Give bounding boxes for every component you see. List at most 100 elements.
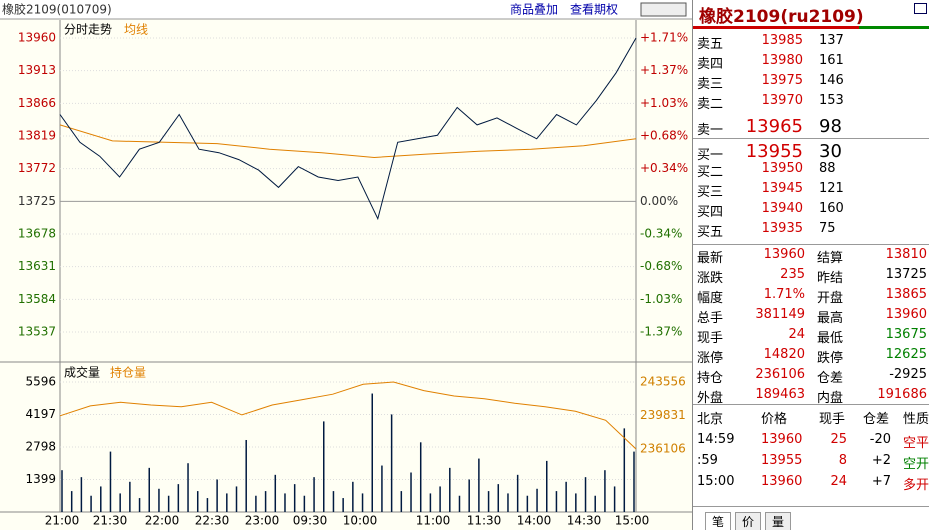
x-tick-label: 09:30 <box>293 514 328 528</box>
avg-label: 均线 <box>124 23 148 37</box>
quote-text[interactable]: 笔 <box>705 512 732 530</box>
quote-text: 涨停 <box>697 351 724 366</box>
chart-bg <box>0 0 692 530</box>
quote-text: 8 <box>838 453 847 468</box>
quote-text: 146 <box>819 73 844 88</box>
y-tick-label: 1399 <box>25 472 56 486</box>
pct-label: +1.37% <box>640 63 688 77</box>
quote-text: 1.71% <box>763 287 805 302</box>
y-tick-label: 13537 <box>18 325 56 339</box>
pct-label: +0.68% <box>640 129 688 143</box>
quote-text: 13960 <box>761 474 803 489</box>
quote-text: 最高 <box>817 311 844 326</box>
pct-label: -0.68% <box>640 259 682 273</box>
quote-text: +2 <box>871 453 891 468</box>
quote-text: 13955 <box>761 453 803 468</box>
price-line <box>59 37 637 221</box>
quote-text: 结算 <box>817 251 844 266</box>
y-tick-label: 13819 <box>18 129 56 143</box>
price-label: 分时走势 <box>64 23 112 37</box>
volume-label: 成交量 <box>64 365 100 380</box>
x-tick-label: 15:00 <box>615 514 650 528</box>
quote-text: 买三 <box>697 185 724 200</box>
quote-text: 买四 <box>697 205 724 220</box>
quote-text: 15:00 <box>697 474 735 489</box>
quote-text: 13810 <box>885 247 927 262</box>
pct-label: +1.03% <box>640 96 688 110</box>
separator <box>693 404 929 405</box>
quote-text: 最新 <box>697 251 724 266</box>
quote-text: 价格 <box>761 412 788 427</box>
y-tick-label: 13866 <box>18 96 56 110</box>
quote-text: 13960 <box>761 432 803 447</box>
quote-text: 仓差 <box>863 412 890 427</box>
quote-text: 12625 <box>885 347 927 362</box>
separator <box>693 506 929 507</box>
quote-text: 跌停 <box>817 351 844 366</box>
quote-text: 13970 <box>761 93 803 108</box>
toolbar <box>0 0 692 19</box>
quote-text: 买五 <box>697 225 724 240</box>
quote-text: 381149 <box>755 307 805 322</box>
quote-text: 买一 <box>697 148 724 163</box>
y2-tick-label: 236106 <box>640 442 686 456</box>
quote-text: 开盘 <box>817 291 844 306</box>
quote-text: 卖四 <box>697 57 724 72</box>
quote-text: 30 <box>819 141 842 162</box>
quote-text: 160 <box>819 201 844 216</box>
oi-line <box>59 381 637 450</box>
quote-text: 14:59 <box>697 432 735 447</box>
x-tick-label: 23:00 <box>245 514 280 528</box>
x-tick-label: 21:30 <box>93 514 128 528</box>
quote-text: 13980 <box>761 53 803 68</box>
toolbar-button[interactable]: 查看期权 <box>570 3 618 17</box>
quote-text: 空开 <box>903 457 929 472</box>
y-tick-label: 13772 <box>18 161 56 175</box>
quote-text: 13975 <box>761 73 803 88</box>
avg-line <box>59 124 637 159</box>
quote-text: 137 <box>819 33 844 48</box>
pct-label: 0.00% <box>640 194 678 208</box>
bar <box>693 26 929 29</box>
pct-label: -1.03% <box>640 292 682 306</box>
quote-text: 191686 <box>877 387 927 402</box>
quote-text: 仓差 <box>817 371 844 386</box>
quote-text: 13950 <box>761 161 803 176</box>
quote-text: 现手 <box>697 331 724 346</box>
quote-text: 性质 <box>903 412 929 427</box>
quote-text: 236106 <box>755 367 805 382</box>
quote-text: 持仓 <box>697 371 724 386</box>
x-tick-label: 21:00 <box>45 514 80 528</box>
oi-label: 持仓量 <box>110 365 146 380</box>
quote-text: 昨结 <box>817 271 844 286</box>
quote-text: 卖二 <box>697 97 724 112</box>
quote-text: 13985 <box>761 33 803 48</box>
quote-text: 外盘 <box>697 391 724 406</box>
pct-label: -0.34% <box>640 227 682 241</box>
toolbar-button[interactable]: 商品叠加 <box>510 2 558 17</box>
quote-text[interactable]: 价 <box>735 512 762 530</box>
y-tick-label: 4197 <box>25 407 56 421</box>
quote-text: 189463 <box>755 387 805 402</box>
y-tick-label: 13913 <box>18 63 56 77</box>
quote-panel: 橡胶2109(ru2109) 卖五 13985 137 卖四 13980 161 卖三 139… <box>692 0 929 530</box>
y-tick-label: 5596 <box>25 375 56 389</box>
quote-text: 卖一 <box>697 123 724 138</box>
pct-label: +0.34% <box>640 161 688 175</box>
x-tick-label: 11:00 <box>416 514 451 528</box>
quote-text: :59 <box>697 453 718 468</box>
chart-panel: 橡胶2109(010709) 商品叠加 查看期权 分时走势 均线 成交量 持仓量… <box>0 0 692 530</box>
nav-buttons[interactable] <box>640 2 687 17</box>
quote-text: 13725 <box>885 267 927 282</box>
quote-text: 13960 <box>763 247 805 262</box>
x-tick-label: 10:00 <box>343 514 378 528</box>
quote-text: 13675 <box>885 327 927 342</box>
y-tick-label: 13631 <box>18 259 56 273</box>
separator <box>693 138 929 139</box>
pct-label: -1.37% <box>640 325 682 339</box>
quote-text: 24 <box>830 474 847 489</box>
quote-text: 75 <box>819 221 836 236</box>
panel-button[interactable] <box>914 3 927 14</box>
quote-text[interactable]: 量 <box>765 512 792 530</box>
